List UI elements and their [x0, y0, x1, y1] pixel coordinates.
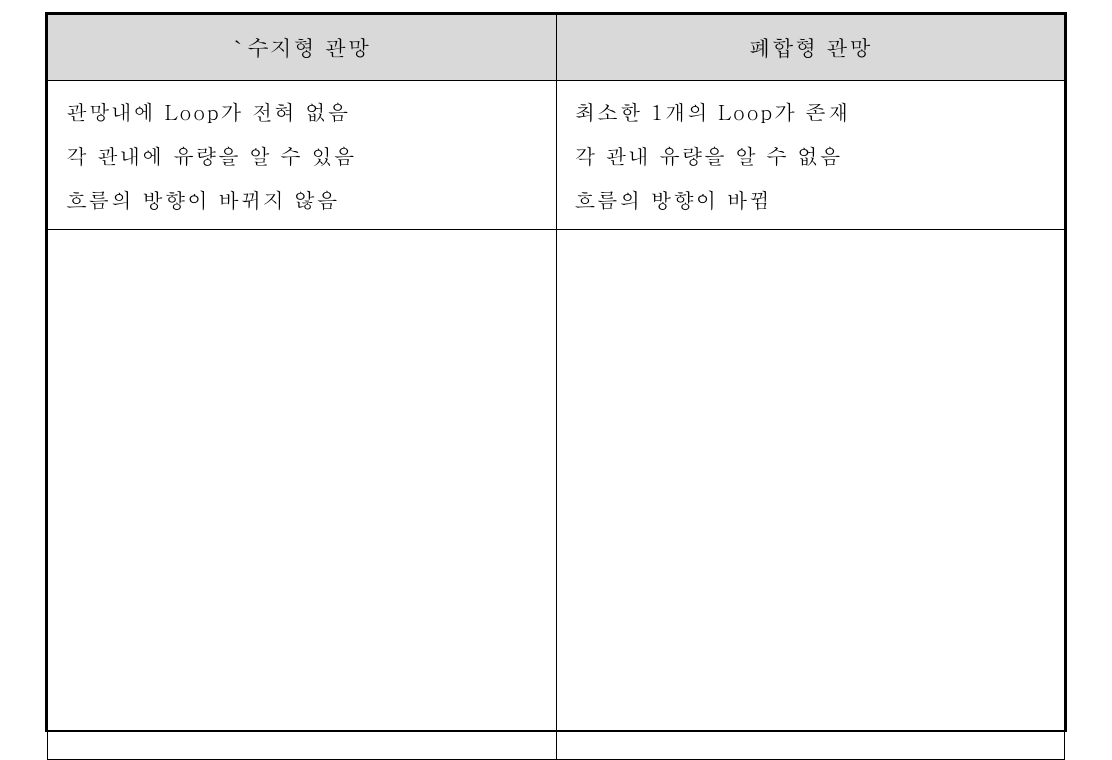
right-line-2: 각 관내 유량을 알 수 없음 — [575, 133, 1047, 177]
cell-left-text: 관망내에 Loop가 전혀 없음 각 관내에 유량을 알 수 있음 흐름의 방향… — [48, 81, 557, 230]
comparison-table-wrapper: `수지형 관망 폐합형 관망 관망내에 Loop가 전혀 없음 각 관내에 유량… — [45, 12, 1067, 732]
table-header-row: `수지형 관망 폐합형 관망 — [48, 15, 1065, 81]
comparison-table: `수지형 관망 폐합형 관망 관망내에 Loop가 전혀 없음 각 관내에 유량… — [47, 14, 1065, 760]
right-line-1: 최소한 1개의 Loop가 존재 — [575, 89, 1047, 133]
table-text-row: 관망내에 Loop가 전혀 없음 각 관내에 유량을 알 수 있음 흐름의 방향… — [48, 81, 1065, 230]
cell-left-empty — [48, 230, 557, 760]
header-right: 폐합형 관망 — [556, 15, 1065, 81]
left-line-1: 관망내에 Loop가 전혀 없음 — [66, 89, 538, 133]
table-empty-row — [48, 230, 1065, 760]
left-line-2: 각 관내에 유량을 알 수 있음 — [66, 133, 538, 177]
header-left: `수지형 관망 — [48, 15, 557, 81]
cell-right-empty — [556, 230, 1065, 760]
cell-right-text: 최소한 1개의 Loop가 존재 각 관내 유량을 알 수 없음 흐름의 방향이… — [556, 81, 1065, 230]
right-line-3: 흐름의 방향이 바뀜 — [575, 177, 1047, 221]
left-line-3: 흐름의 방향이 바뀌지 않음 — [66, 177, 538, 221]
